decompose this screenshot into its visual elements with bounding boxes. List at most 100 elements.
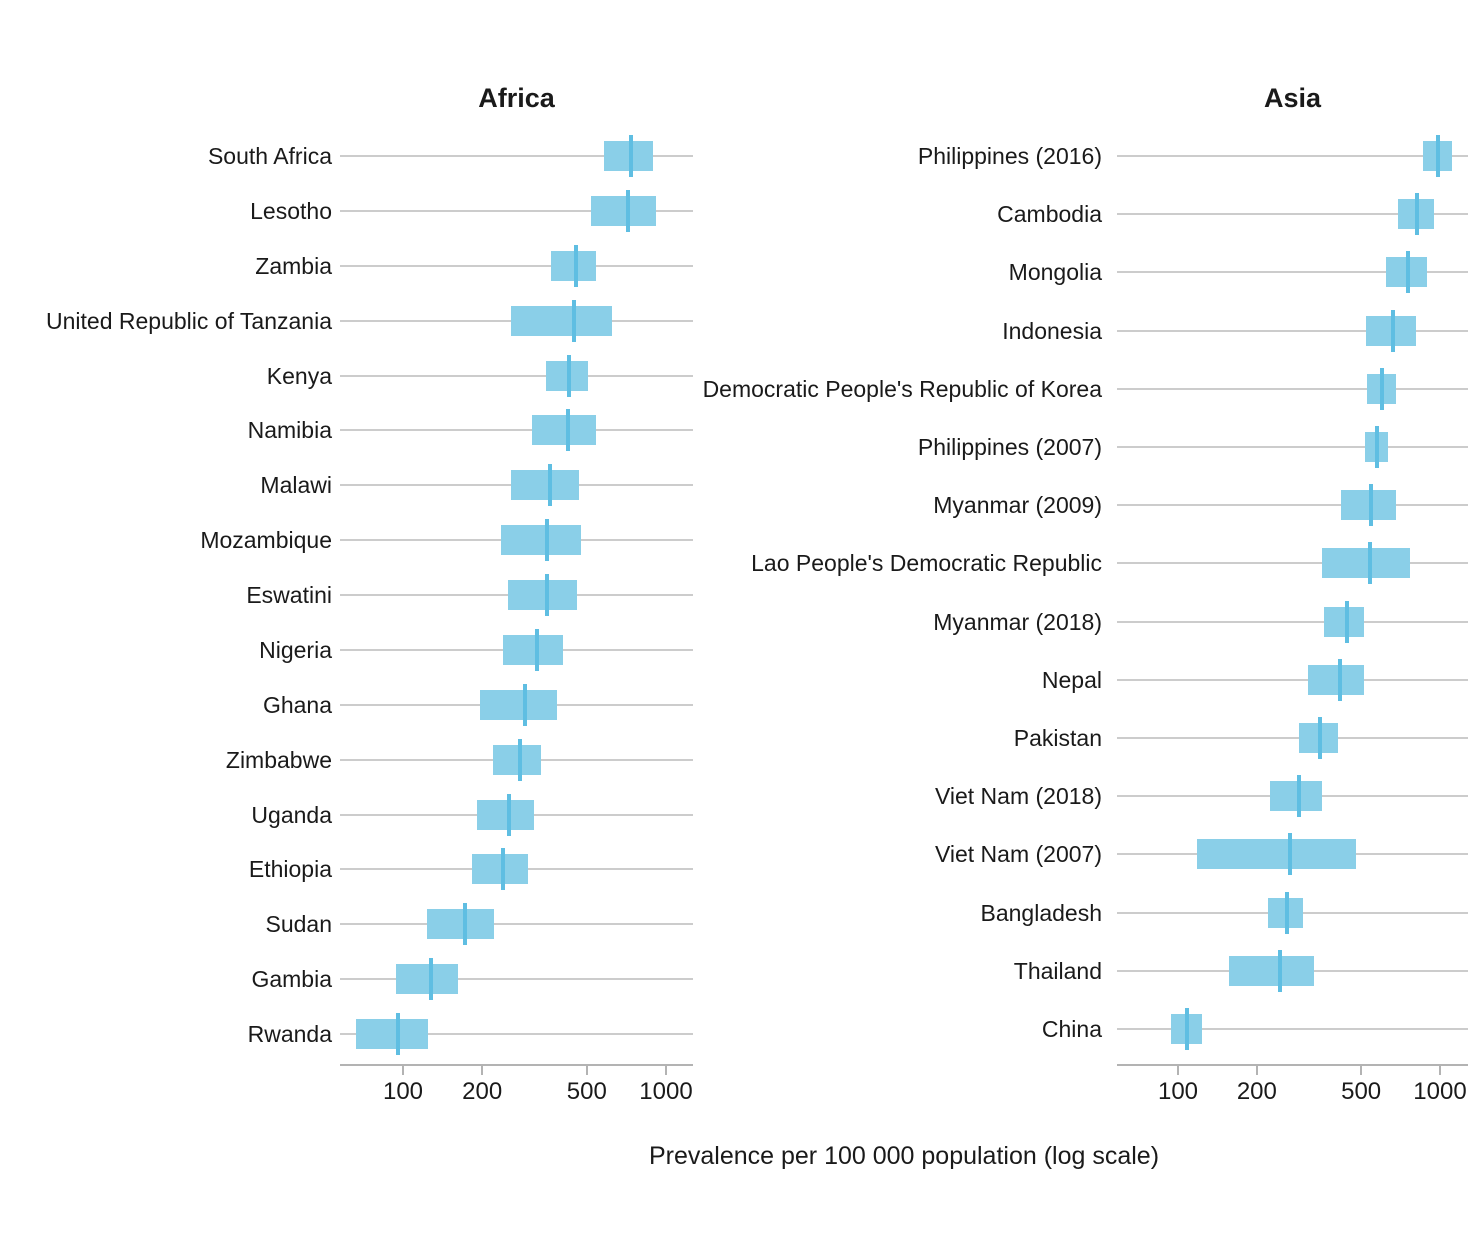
ci-bar: [1385, 257, 1427, 288]
ci-bar: [603, 141, 653, 171]
gridline: [340, 155, 693, 157]
gridline: [1117, 446, 1468, 448]
point-estimate-tick: [1375, 426, 1380, 468]
country-label: Lao People's Democratic Republic: [751, 550, 1102, 577]
x-axis-tick: [1439, 1066, 1441, 1075]
point-estimate-tick: [1297, 775, 1302, 818]
ci-bar: [1270, 781, 1322, 812]
country-label: Viet Nam (2018): [934, 783, 1102, 810]
point-estimate-tick: [462, 903, 467, 946]
point-estimate-tick: [1284, 891, 1289, 934]
gridline: [340, 429, 693, 432]
point-estimate-tick: [429, 958, 434, 1001]
gridline: [1117, 1028, 1468, 1030]
ci-bar: [591, 195, 656, 226]
country-label: South Africa: [207, 143, 332, 169]
country-label: Philippines (2007): [917, 434, 1102, 460]
country-label: Namibia: [247, 417, 332, 444]
country-label: Sudan: [265, 911, 332, 938]
gridline: [340, 374, 693, 377]
country-label: Malawi: [260, 472, 332, 499]
point-estimate-tick: [1344, 600, 1349, 643]
country-label: Nigeria: [259, 636, 332, 663]
gridline: [340, 1033, 693, 1035]
gridline: [1117, 737, 1468, 739]
country-label: China: [1041, 1016, 1102, 1042]
x-axis-tick: [1360, 1066, 1363, 1075]
gridline: [340, 923, 693, 926]
point-estimate-tick: [1184, 1008, 1189, 1050]
gridline: [1117, 562, 1468, 565]
ci-bar: [492, 744, 541, 775]
ci-bar: [395, 964, 459, 995]
country-label: Viet Nam (2007): [934, 841, 1102, 868]
gridline: [340, 978, 693, 981]
x-axis-tick-label: 200: [1236, 1078, 1277, 1105]
gridline: [1117, 678, 1468, 681]
country-label: Nepal: [1041, 666, 1102, 693]
point-estimate-tick: [1406, 251, 1411, 294]
ci-bar: [472, 854, 529, 885]
x-axis-tick-label: 200: [462, 1078, 503, 1105]
country-label: Myanmar (2009): [933, 492, 1102, 519]
point-estimate-tick: [1287, 833, 1292, 876]
country-label: Ethiopia: [248, 856, 332, 883]
country-label: Mozambique: [200, 527, 332, 554]
x-axis-tick-label: 100: [1157, 1078, 1199, 1105]
country-label: Kenya: [266, 362, 332, 389]
ci-bar: [550, 250, 596, 281]
ci-bar: [532, 415, 596, 446]
point-estimate-tick: [522, 683, 527, 726]
x-axis-tick-label: 500: [1341, 1078, 1382, 1105]
x-axis-tick: [481, 1066, 484, 1075]
country-label: Bangladesh: [980, 899, 1103, 926]
gridline: [340, 209, 693, 212]
point-estimate-tick: [1436, 135, 1441, 177]
gridline: [1117, 155, 1468, 157]
point-estimate-tick: [571, 299, 576, 342]
country-label: Eswatini: [246, 582, 332, 608]
gridline: [1117, 271, 1468, 274]
point-estimate-tick: [626, 189, 631, 232]
point-estimate-tick: [548, 464, 553, 507]
point-estimate-tick: [507, 793, 512, 836]
point-estimate-tick: [574, 244, 579, 287]
point-estimate-tick: [500, 848, 505, 891]
ci-bar: [500, 525, 581, 556]
country-label: Rwanda: [247, 1021, 332, 1047]
gridline: [1117, 504, 1468, 507]
ci-bar: [1321, 548, 1410, 579]
gridline: [340, 264, 693, 267]
ci-bar: [507, 580, 578, 610]
ci-bar: [502, 634, 564, 665]
point-estimate-tick: [544, 519, 549, 562]
point-estimate-tick: [1379, 367, 1384, 410]
ci-bar: [1340, 490, 1396, 521]
country-label: Myanmar (2018): [933, 608, 1102, 635]
ci-bar: [1196, 839, 1356, 870]
country-label: Ghana: [262, 691, 332, 718]
ci-bar: [1229, 955, 1314, 986]
country-label: Zambia: [255, 252, 332, 279]
country-label: Lesotho: [250, 197, 332, 224]
ci-bar: [511, 305, 613, 336]
country-label: Mongolia: [1008, 259, 1102, 286]
gridline: [1117, 213, 1468, 216]
point-estimate-tick: [629, 135, 634, 177]
ci-bar: [1323, 606, 1365, 637]
panel-title-africa: Africa: [478, 83, 555, 113]
x-axis-tick: [1255, 1066, 1258, 1075]
ci-bar: [479, 689, 557, 720]
x-axis-line: [340, 1064, 693, 1066]
ci-bar: [355, 1019, 428, 1049]
country-label: Indonesia: [1002, 317, 1102, 344]
country-label: Uganda: [251, 801, 332, 828]
x-axis-tick-label: 1000: [1413, 1078, 1467, 1105]
point-estimate-tick: [1390, 309, 1395, 352]
point-estimate-tick: [565, 409, 570, 452]
point-estimate-tick: [1414, 193, 1419, 236]
ci-bar: [1308, 664, 1365, 695]
point-estimate-tick: [517, 738, 522, 781]
country-label: Philippines (2016): [917, 143, 1102, 169]
point-estimate-tick: [566, 354, 571, 397]
